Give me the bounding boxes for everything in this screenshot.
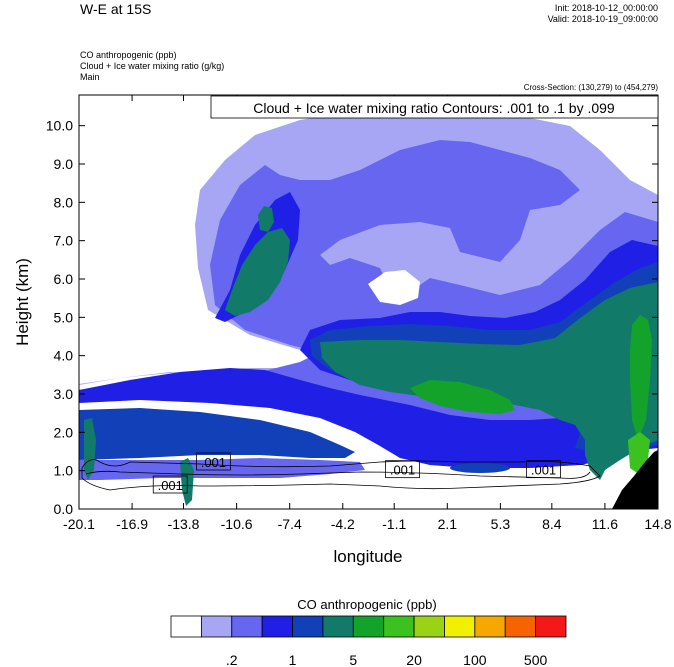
x-axis-label: longitude xyxy=(333,547,402,566)
contour-info-frame xyxy=(210,95,659,119)
field-label-co: CO anthropogenic (ppb) xyxy=(80,50,177,60)
x-tick-label: -4.2 xyxy=(331,516,355,532)
field-level-6b xyxy=(630,315,652,440)
colorbar-label: .2 xyxy=(226,652,238,667)
colorbar-swatch xyxy=(535,615,567,638)
y-tick-label: 9.0 xyxy=(54,156,74,172)
contour-label: .001 xyxy=(152,475,188,494)
colorbar-labels: .2 1 5 20 100 500 xyxy=(226,652,548,667)
y-tick-label: 3.0 xyxy=(54,386,74,402)
colorbar-label: 500 xyxy=(524,652,548,667)
contour-label: .001 xyxy=(195,452,231,471)
contour-label-box xyxy=(526,460,561,479)
y-axis-label: Height (km) xyxy=(13,258,32,346)
colorbar-swatch xyxy=(504,615,537,638)
field-label-cloud: Cloud + Ice water mixing ratio (g/kg) xyxy=(80,61,225,71)
colorbar-swatch xyxy=(383,615,415,638)
contour-info-text: Cloud + Ice water mixing ratio Contours:… xyxy=(253,100,615,116)
field-level-5-lowleft xyxy=(84,418,96,480)
field-level-4 xyxy=(79,408,355,460)
colorbar xyxy=(170,615,567,638)
y-tick-label: 4.0 xyxy=(54,348,74,364)
y-tick-label: 8.0 xyxy=(54,194,74,210)
field-level-5b xyxy=(225,228,290,316)
colorbar-label: 1 xyxy=(289,652,297,667)
colorbar-label: 20 xyxy=(406,652,422,667)
contour-label: .001 xyxy=(385,460,420,479)
colorbar-swatch xyxy=(231,615,263,638)
x-tick-label: 2.1 xyxy=(438,516,458,532)
contour-info-box: Cloud + Ice water mixing ratio Contours:… xyxy=(210,95,659,119)
x-tick-label: -16.9 xyxy=(116,516,148,532)
x-tick-label: -10.6 xyxy=(221,516,253,532)
x-tick-label: 11.6 xyxy=(592,516,618,532)
field-white-channel xyxy=(365,470,610,509)
colorbar-swatch xyxy=(200,615,233,638)
y-tick-label: 1.0 xyxy=(54,463,74,479)
y-tick-label: 0.0 xyxy=(54,501,74,517)
contour-label-box xyxy=(385,460,420,479)
cross-section-label: Cross-Section: (130,279) to (454,279) xyxy=(523,83,658,92)
colorbar-swatch xyxy=(352,615,385,638)
contour-label: .001 xyxy=(526,460,561,479)
colorbar-swatch xyxy=(322,615,354,638)
colorbar-swatch xyxy=(444,615,476,638)
heatmap-field xyxy=(79,95,658,509)
x-tick-label: -1.1 xyxy=(382,516,406,532)
colorbar-title: CO anthropogenic (ppb) xyxy=(297,597,436,612)
contour-label-box xyxy=(195,452,231,471)
colorbar-swatch xyxy=(474,615,506,638)
contour-label-text: .001 xyxy=(531,463,556,478)
x-tick-label: -13.8 xyxy=(168,516,200,532)
contour-label-text: .001 xyxy=(201,455,226,470)
x-tick-label: 8.4 xyxy=(542,516,562,532)
y-axis: 0.0 1.0 2.0 3.0 4.0 5.0 6.0 7.0 8.0 9.0 10.0 xyxy=(46,118,658,517)
y-tick-label: 6.0 xyxy=(54,271,74,287)
cloud-contour-line xyxy=(85,470,591,479)
field-white-pocket xyxy=(368,270,420,305)
x-tick-label: -20.1 xyxy=(63,516,95,532)
cloud-contours xyxy=(81,459,601,491)
contour-label-layer: .001 .001 .001 .001 xyxy=(152,452,561,494)
x-tick-label: -7.4 xyxy=(278,516,302,532)
y-tick-label: 10.0 xyxy=(46,118,73,134)
terrain xyxy=(612,450,658,509)
plot-frame xyxy=(78,94,659,510)
chart-title: W-E at 15S xyxy=(80,1,152,17)
field-level-6 xyxy=(410,380,515,414)
y-tick-label: 5.0 xyxy=(54,309,74,325)
y-tick-label: 7.0 xyxy=(54,233,74,249)
contour-label-text: .001 xyxy=(158,478,183,493)
colorbar-swatch xyxy=(170,615,202,638)
valid-time: Valid: 2018-10-19_09:00:00 xyxy=(547,14,658,24)
colorbar-swatch xyxy=(261,615,293,638)
field-level-5 xyxy=(320,282,658,480)
y-tick-label: 2.0 xyxy=(54,424,74,440)
colorbar-label: 100 xyxy=(463,652,487,667)
colorbar-label: 5 xyxy=(349,652,357,667)
contour-label-text: .001 xyxy=(390,463,415,478)
init-time: Init: 2018-10-12_00:00:00 xyxy=(554,3,658,13)
colorbar-swatch xyxy=(413,615,445,638)
x-tick-label: 5.3 xyxy=(491,516,511,532)
x-tick-label: 14.8 xyxy=(644,516,671,532)
field-level-5c xyxy=(258,206,274,232)
field-label-main: Main xyxy=(80,72,100,82)
contour-label-box xyxy=(152,475,188,494)
cloud-contour-line xyxy=(81,459,601,491)
colorbar-swatch xyxy=(292,615,324,638)
field-lowband xyxy=(450,463,510,473)
